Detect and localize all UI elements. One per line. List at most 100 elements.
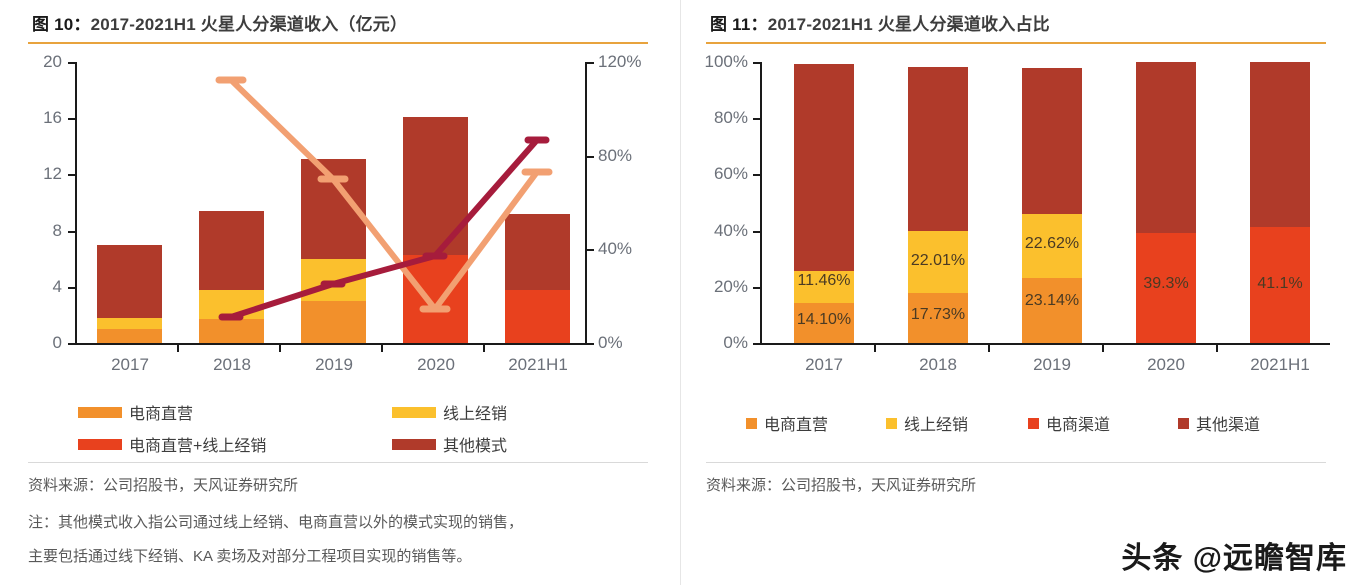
legend-item-other-mode[interactable]: 其他模式	[392, 432, 507, 456]
xtick-mark	[1102, 345, 1104, 352]
figure-10-source: 资料来源：公司招股书，天风证券研究所	[28, 477, 299, 494]
figure-11-panel: 图 11：2017-2021H1 火星人分渠道收入占比 100% 80% 60%…	[690, 0, 1363, 585]
data-label-2020-ecommerce-channel: 39.3%	[1143, 275, 1189, 292]
xtick-mark	[381, 345, 383, 352]
data-label-2018-online-dealer: 22.01%	[910, 252, 966, 269]
y-axis-label-8: 8	[52, 221, 62, 240]
bar-2017-share	[794, 64, 854, 343]
data-label-2021h1-ecommerce-channel: 41.1%	[1257, 275, 1303, 292]
y2tick-mark	[587, 249, 594, 251]
legend-swatch-online-dealer-icon	[392, 406, 436, 418]
bar-segment-other-channel	[1250, 62, 1310, 227]
y-axis-label-60pct: 60%	[713, 164, 748, 183]
figure-11-source: 资料来源：公司招股书，天风证券研究所	[706, 477, 977, 494]
legend-swatch-ecommerce-direct-icon	[746, 417, 757, 429]
legend-label-ecommerce-direct: 电商直营	[764, 417, 829, 434]
line-series-darkred	[228, 137, 540, 320]
legend-label-ecommerce-combined: 电商直营+线上经销	[129, 438, 267, 455]
x-axis-label-2020: 2020	[417, 355, 455, 374]
xtick-mark	[874, 345, 876, 352]
bar-2020-share	[1136, 62, 1196, 343]
legend-item-ecommerce-combined[interactable]: 电商直营+线上经销	[78, 432, 266, 456]
bar-2017	[97, 245, 162, 343]
y-axis-label-0pct: 0%	[723, 333, 748, 352]
bar-2021h1-share	[1250, 62, 1310, 343]
bar-segment-other	[199, 211, 264, 290]
growth-lines	[215, 76, 553, 321]
bar-segment-ecommerce-channel	[1250, 227, 1310, 343]
figure-10-title-rule	[28, 42, 648, 44]
ytick-mark	[68, 343, 75, 345]
legend-item-ecommerce-channel[interactable]: 电商渠道	[1028, 411, 1110, 435]
data-label-2017-online-dealer: 11.46%	[797, 272, 851, 289]
x-axis-label-2018: 2018	[213, 355, 251, 374]
legend-item-online-dealer[interactable]: 线上经销	[392, 400, 507, 424]
figure-10-title-text: 2017-2021H1 火星人分渠道收入（亿元）	[90, 15, 408, 34]
bar-2020	[403, 117, 468, 343]
y-axis-label-16: 16	[43, 108, 62, 127]
figure-10-note-line-2: 主要包括通过线下经销、KA 卖场及对部分工程项目实现的销售等。	[28, 548, 472, 565]
x-axis-label-2021h1: 2021H1	[508, 355, 568, 374]
data-label-2018-ecommerce-direct: 17.73%	[910, 306, 966, 323]
legend-item-other-channel[interactable]: 其他渠道	[1178, 411, 1260, 435]
bar-segment-ecommerce-direct	[1022, 278, 1082, 343]
bar-segment-other-channel	[1136, 62, 1196, 233]
legend-item-ecommerce-direct[interactable]: 电商直营	[78, 400, 193, 424]
data-label-2017-ecommerce-direct: 14.10%	[796, 311, 852, 328]
ytick-mark	[753, 174, 760, 176]
xtick-mark	[988, 345, 990, 352]
y-axis-label-80pct: 80%	[713, 108, 748, 127]
legend-swatch-online-dealer-icon	[886, 417, 897, 429]
x-axis-label-2021h1: 2021H1	[1250, 355, 1310, 374]
y2-axis-label-40: 40%	[598, 239, 633, 258]
legend-swatch-ecommerce-direct-icon	[78, 406, 122, 418]
ytick-mark	[753, 62, 760, 64]
data-label-2019-online-dealer: 22.62%	[1024, 235, 1080, 252]
bar-segment-other	[505, 214, 570, 290]
figure-11-title-prefix: 图 11：	[710, 15, 768, 34]
y2tick-mark	[587, 343, 594, 345]
bar-segment-ecommerce-direct	[301, 301, 366, 343]
ytick-mark	[68, 118, 75, 120]
legend-swatch-other-channel-icon	[1178, 417, 1189, 429]
bar-segment-ecommerce-combined	[505, 290, 570, 343]
panel-divider	[680, 0, 681, 585]
figure-11-title-rule	[706, 42, 1326, 44]
legend-label-other-channel: 其他渠道	[1196, 417, 1261, 434]
x-axis-label-2019: 2019	[315, 355, 353, 374]
ytick-mark	[68, 62, 75, 64]
x-axis-label-2020: 2020	[1147, 355, 1185, 374]
bar-2021h1	[505, 214, 570, 343]
figure-10-title: 图 10：2017-2021H1 火星人分渠道收入（亿元）	[32, 10, 407, 35]
line-series-salmon	[228, 77, 540, 312]
ytick-mark	[68, 174, 75, 176]
bar-segment-ecommerce-direct	[908, 293, 968, 343]
legend-item-ecommerce-direct[interactable]: 电商直营	[746, 411, 828, 435]
figure-11-title-text: 2017-2021H1 火星人分渠道收入占比	[767, 15, 1050, 34]
y2-axis-label-120: 120%	[598, 52, 642, 71]
y-axis-label-0: 0	[52, 333, 62, 352]
ytick-mark	[753, 287, 760, 289]
figure-11-plot: 100% 80% 60% 40% 20% 0%	[690, 0, 1363, 400]
bar-segment-online-dealer	[1022, 214, 1082, 278]
legend-label-online-dealer: 线上经销	[443, 406, 508, 423]
xtick-mark	[279, 345, 281, 352]
y2-axis-label-80: 80%	[598, 146, 633, 165]
bar-segment-ecommerce-direct	[199, 319, 264, 343]
legend-swatch-other-mode-icon	[392, 438, 436, 450]
legend-label-other-mode: 其他模式	[443, 438, 508, 455]
bar-segment-other-channel	[794, 64, 854, 271]
figure-10-title-prefix: 图 10：	[32, 15, 91, 34]
bar-2018-share	[908, 67, 968, 343]
legend-label-ecommerce-channel: 电商渠道	[1046, 417, 1111, 434]
bar-segment-online-dealer	[97, 318, 162, 329]
xtick-mark	[483, 345, 485, 352]
y-axis-right	[585, 62, 587, 345]
x-axis-right-chart	[760, 343, 1330, 345]
ytick-mark	[68, 231, 75, 233]
legend-item-online-dealer[interactable]: 线上经销	[886, 411, 968, 435]
y-axis-left	[75, 62, 77, 345]
bar-segment-ecommerce-channel	[1136, 233, 1196, 343]
figure-11-title: 图 11：2017-2021H1 火星人分渠道收入占比	[710, 10, 1050, 35]
y-axis-label-12: 12	[43, 164, 62, 183]
